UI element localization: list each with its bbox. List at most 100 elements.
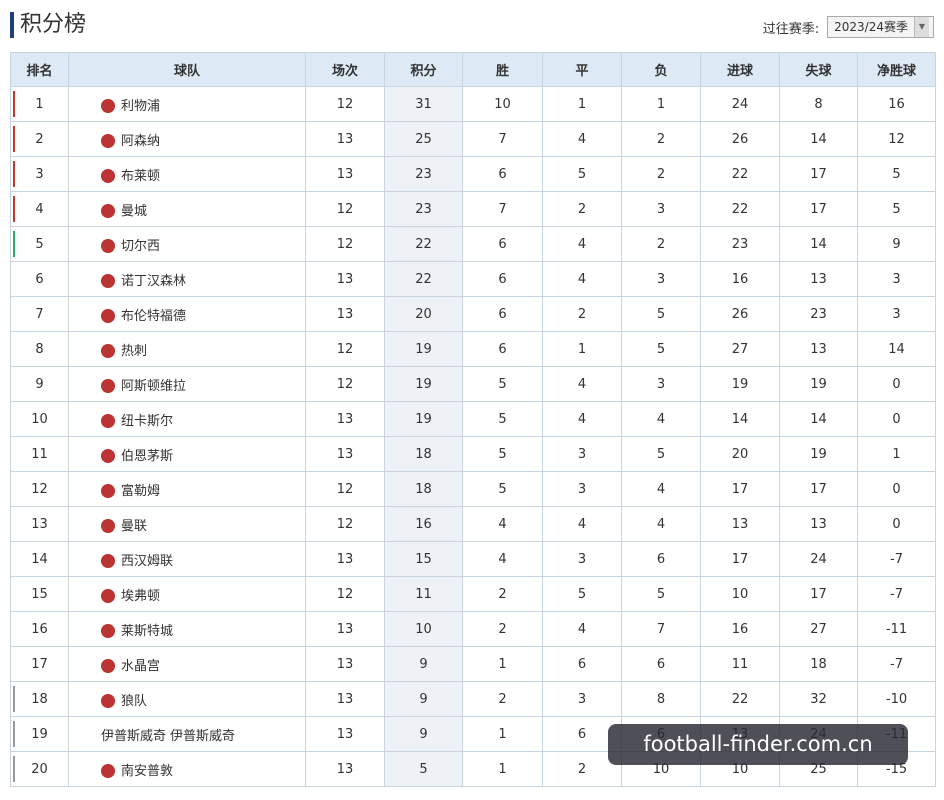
cell: 1 xyxy=(10,86,69,122)
team-name: 阿森纳 xyxy=(121,133,161,149)
cell: 13 xyxy=(305,541,385,577)
team-name: 伊普斯威奇 xyxy=(170,728,236,744)
cell: 19 xyxy=(10,716,69,752)
team-logo xyxy=(101,554,115,568)
table-row: 1 利物浦 12 31 10 1 1 24 8 16 xyxy=(10,86,936,122)
team-name: 阿斯顿维拉 xyxy=(121,378,187,394)
cell: 2 xyxy=(462,576,543,612)
team-name: 水晶宫 xyxy=(121,658,161,674)
cell: 25 xyxy=(384,121,463,157)
cell: 10 xyxy=(462,86,543,122)
watermark: football-finder.com.cn xyxy=(608,724,908,765)
cell: 14 xyxy=(779,226,858,262)
season-select[interactable]: 2023/24赛季 ▼ xyxy=(827,16,934,38)
team-cell: 热刺 xyxy=(68,331,306,367)
cell: 15 xyxy=(384,541,463,577)
cell: 6 xyxy=(462,226,543,262)
cell: 13 xyxy=(305,681,385,717)
team-cell: 切尔西 xyxy=(68,226,306,262)
team-logo xyxy=(101,589,115,603)
team-name: 狼队 xyxy=(121,693,148,709)
cell: 32 xyxy=(779,681,858,717)
cell: 2 xyxy=(10,121,69,157)
cell: 1 xyxy=(542,86,622,122)
team-cell: 狼队 xyxy=(68,681,306,717)
team-cell: 水晶宫 xyxy=(68,646,306,682)
team-cell: 布莱顿 xyxy=(68,156,306,192)
team-name: 西汉姆联 xyxy=(121,553,174,569)
cell: 5 xyxy=(542,576,622,612)
cell: 5 xyxy=(621,331,701,367)
team-logo xyxy=(101,204,115,218)
cell: 16 xyxy=(384,506,463,542)
season-label: 过往赛季: xyxy=(762,21,820,37)
team-name: 热刺 xyxy=(121,343,148,359)
cell: 4 xyxy=(10,191,69,227)
cell: 0 xyxy=(857,366,936,402)
cell: 5 xyxy=(462,471,543,507)
team-cell: 曼城 xyxy=(68,191,306,227)
cell: 2 xyxy=(621,226,701,262)
team-cell: 伊普斯威奇 伊普斯威奇 xyxy=(68,716,306,752)
table-row: 13 曼联 12 16 4 4 4 13 13 0 xyxy=(10,506,936,542)
cell: 4 xyxy=(542,261,622,297)
cell: 12 xyxy=(305,86,385,122)
team-logo xyxy=(101,414,115,428)
cell: 13 xyxy=(305,261,385,297)
cell: 12 xyxy=(10,471,69,507)
cell: 26 xyxy=(700,296,780,332)
cell: 18 xyxy=(384,436,463,472)
cell: 5 xyxy=(462,436,543,472)
team-logo xyxy=(101,659,115,673)
cell: 9 xyxy=(384,681,463,717)
cell: 3 xyxy=(542,681,622,717)
table-row: 5 切尔西 12 22 6 4 2 23 14 9 xyxy=(10,226,936,262)
team-logo xyxy=(101,519,115,533)
team-name: 莱斯特城 xyxy=(121,623,174,639)
cell: 2 xyxy=(621,121,701,157)
team-logo xyxy=(101,694,115,708)
team-cell: 富勒姆 xyxy=(68,471,306,507)
cell: 11 xyxy=(10,436,69,472)
column-header: 场次 xyxy=(305,52,385,87)
cell: 2 xyxy=(542,296,622,332)
cell: 23 xyxy=(700,226,780,262)
column-header: 胜 xyxy=(462,52,543,87)
cell: 10 xyxy=(700,576,780,612)
cell: 5 xyxy=(462,401,543,437)
team-name: 纽卡斯尔 xyxy=(121,413,174,429)
table-row: 10 纽卡斯尔 13 19 5 4 4 14 14 0 xyxy=(10,401,936,437)
cell: 4 xyxy=(542,121,622,157)
team-name: 切尔西 xyxy=(121,238,161,254)
cell: 6 xyxy=(462,296,543,332)
cell: 9 xyxy=(384,646,463,682)
cell: 11 xyxy=(700,646,780,682)
cell: 13 xyxy=(305,436,385,472)
cell: 14 xyxy=(10,541,69,577)
table-row: 16 莱斯特城 13 10 2 4 7 16 27 -11 xyxy=(10,611,936,647)
cell: 23 xyxy=(384,156,463,192)
team-logo xyxy=(101,169,115,183)
cell: 24 xyxy=(779,541,858,577)
column-header: 负 xyxy=(621,52,701,87)
team-cell: 阿斯顿维拉 xyxy=(68,366,306,402)
cell: 4 xyxy=(542,226,622,262)
cell: 26 xyxy=(700,121,780,157)
cell: 23 xyxy=(779,296,858,332)
cell: -7 xyxy=(857,541,936,577)
table-row: 9 阿斯顿维拉 12 19 5 4 3 19 19 0 xyxy=(10,366,936,402)
cell: 13 xyxy=(305,296,385,332)
cell: 1 xyxy=(462,751,543,787)
cell: 7 xyxy=(462,121,543,157)
cell: 17 xyxy=(779,156,858,192)
standings-table: 排名 球队 场次 积分胜平负进球 失球 净胜球 1 利物浦 12 31 10 1 1 24 8 16 2 阿森纳 1… xyxy=(10,52,936,787)
cell: 2 xyxy=(621,156,701,192)
table-row: 18 狼队 13 9 2 3 8 22 32 -10 xyxy=(10,681,936,717)
cell: 18 xyxy=(10,681,69,717)
title: 积分榜 xyxy=(10,12,86,38)
cell: -7 xyxy=(857,646,936,682)
season-value: 2023/24赛季 xyxy=(834,20,908,34)
column-header: 失球 xyxy=(779,52,858,87)
cell: 6 xyxy=(542,646,622,682)
